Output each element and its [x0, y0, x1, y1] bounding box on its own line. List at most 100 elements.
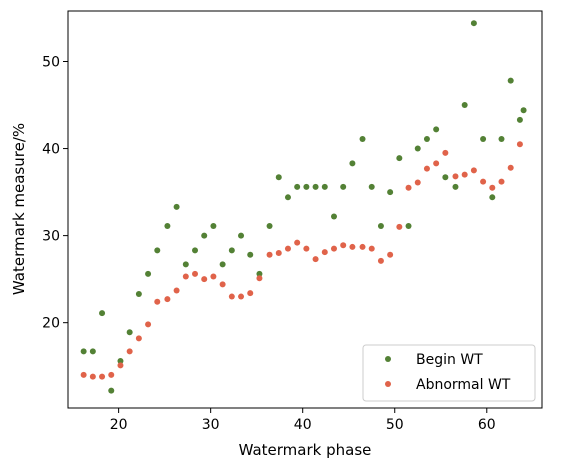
data-point — [247, 251, 254, 258]
y-tick-label: 20 — [42, 316, 60, 332]
data-point — [182, 273, 189, 280]
data-point — [442, 149, 449, 156]
data-point — [219, 261, 226, 268]
data-point — [266, 251, 273, 258]
data-point — [498, 135, 505, 142]
data-point — [294, 239, 301, 246]
data-point — [164, 223, 171, 230]
data-point — [516, 116, 523, 123]
data-point — [330, 213, 337, 220]
data-point — [275, 250, 282, 257]
data-point — [284, 194, 291, 201]
legend-label-begin-wt: Begin WT — [416, 352, 483, 368]
data-point — [99, 310, 106, 317]
data-point — [480, 178, 487, 185]
x-tick-label: 60 — [478, 417, 496, 433]
data-point — [330, 245, 337, 252]
data-point — [219, 281, 226, 288]
data-point — [126, 329, 133, 336]
data-point — [396, 155, 403, 162]
data-point — [359, 243, 366, 250]
data-point — [210, 273, 217, 280]
data-point — [117, 362, 124, 369]
data-point — [387, 189, 394, 196]
plot-frame — [67, 10, 543, 409]
data-point — [89, 348, 96, 355]
series-abnormal-wt — [80, 141, 523, 380]
data-point — [489, 194, 496, 201]
data-point — [321, 183, 328, 190]
data-point — [414, 179, 421, 186]
legend-box — [362, 344, 536, 402]
x-tick-label: 40 — [294, 417, 312, 433]
x-tick-label: 30 — [202, 417, 220, 433]
data-point — [405, 184, 412, 191]
data-point — [470, 20, 477, 27]
data-point — [498, 178, 505, 185]
data-point — [303, 245, 310, 252]
data-point — [145, 321, 152, 328]
data-point — [126, 348, 133, 355]
data-point — [396, 223, 403, 230]
data-point — [516, 141, 523, 148]
data-point — [284, 245, 291, 252]
legend-label-abnormal-wt: Abnormal WT — [416, 377, 511, 393]
legend-marker-begin-wt — [385, 356, 391, 362]
data-point — [433, 126, 440, 133]
data-point — [201, 232, 208, 239]
data-point — [461, 102, 468, 109]
data-point — [192, 270, 199, 277]
data-point — [461, 171, 468, 178]
data-point — [368, 183, 375, 190]
y-tick-label: 50 — [42, 54, 60, 70]
points-layer — [80, 20, 527, 394]
data-point — [359, 135, 366, 142]
data-point — [387, 251, 394, 258]
data-point — [228, 247, 235, 254]
data-point — [377, 257, 384, 264]
data-point — [312, 256, 319, 263]
data-point — [470, 167, 477, 174]
data-point — [210, 223, 217, 230]
data-point — [108, 371, 115, 378]
x-tick-label: 50 — [386, 417, 404, 433]
data-point — [405, 223, 412, 230]
data-point — [349, 160, 356, 167]
data-point — [173, 203, 180, 210]
legend: Begin WT Abnormal WT — [362, 344, 536, 402]
data-point — [377, 223, 384, 230]
data-point — [303, 183, 310, 190]
y-axis: 20 30 40 50 — [42, 54, 68, 332]
data-point — [99, 373, 106, 380]
data-point — [154, 298, 161, 305]
data-point — [452, 183, 459, 190]
data-point — [520, 107, 527, 114]
data-point — [256, 270, 263, 277]
data-point — [108, 387, 115, 394]
data-point — [238, 232, 245, 239]
data-point — [349, 243, 356, 250]
x-tick-label: 20 — [110, 417, 128, 433]
series-begin-wt — [80, 20, 527, 394]
y-tick-label: 30 — [42, 229, 60, 245]
x-axis: 20 30 40 50 60 — [110, 408, 496, 433]
y-tick-label: 40 — [42, 142, 60, 158]
data-point — [247, 290, 254, 297]
data-point — [368, 245, 375, 252]
data-point — [442, 174, 449, 181]
data-point — [164, 296, 171, 303]
plot-area — [68, 11, 542, 408]
data-point — [238, 293, 245, 300]
data-point — [135, 335, 142, 342]
data-point — [80, 371, 87, 378]
data-point — [489, 184, 496, 191]
data-point — [423, 165, 430, 172]
data-point — [266, 223, 273, 230]
data-point — [312, 183, 319, 190]
data-point — [340, 183, 347, 190]
data-point — [414, 145, 421, 152]
data-point — [201, 276, 208, 283]
data-point — [480, 135, 487, 142]
data-point — [275, 174, 282, 181]
